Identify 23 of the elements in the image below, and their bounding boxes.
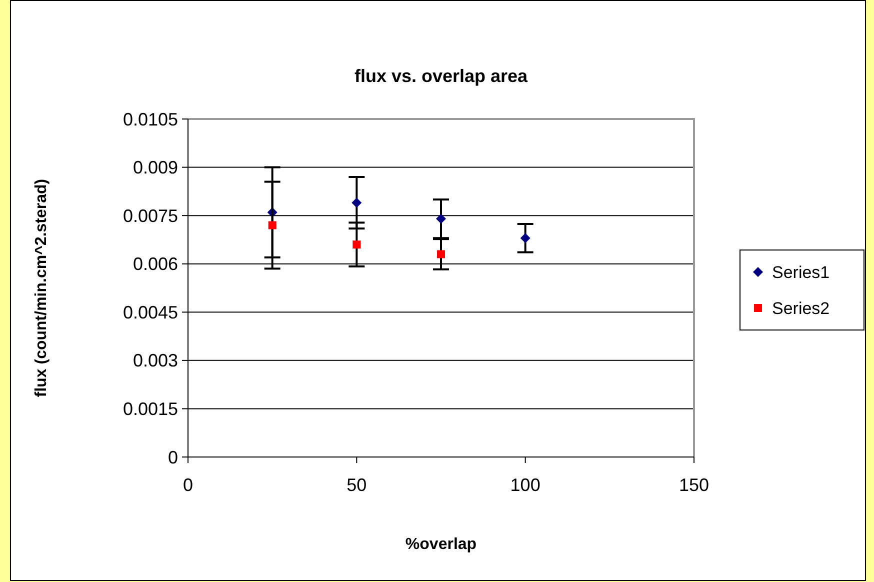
point bbox=[352, 240, 361, 249]
y-tick-label: 0.0075 bbox=[122, 206, 178, 226]
y-tick-label: 0.0045 bbox=[122, 302, 178, 322]
y-tick-label: 0.003 bbox=[132, 350, 178, 371]
y-tick-label: 0.006 bbox=[132, 254, 178, 274]
x-tick-label: 150 bbox=[678, 475, 710, 495]
chart-title: flux vs. overlap area bbox=[354, 66, 529, 86]
point bbox=[268, 221, 276, 230]
legend-label: Series1 bbox=[772, 262, 830, 282]
point bbox=[437, 250, 445, 258]
y-tick-label: 0.0015 bbox=[122, 399, 178, 420]
y-tick-label: 0.009 bbox=[132, 158, 178, 178]
x-tick-label: 100 bbox=[510, 475, 540, 495]
y-axis-title: flux (count/min.cm^2.sterad) bbox=[33, 178, 50, 398]
y-tick-label: 0.0105 bbox=[122, 109, 178, 130]
legend-label: Series2 bbox=[772, 298, 830, 318]
x-tick-label: 50 bbox=[346, 475, 367, 495]
point bbox=[436, 214, 446, 224]
point bbox=[520, 233, 530, 244]
x-tick-label: 0 bbox=[182, 475, 194, 495]
point bbox=[352, 198, 362, 208]
x-axis-title: %overlap bbox=[405, 536, 477, 553]
y-tick-label: 0 bbox=[168, 447, 178, 468]
